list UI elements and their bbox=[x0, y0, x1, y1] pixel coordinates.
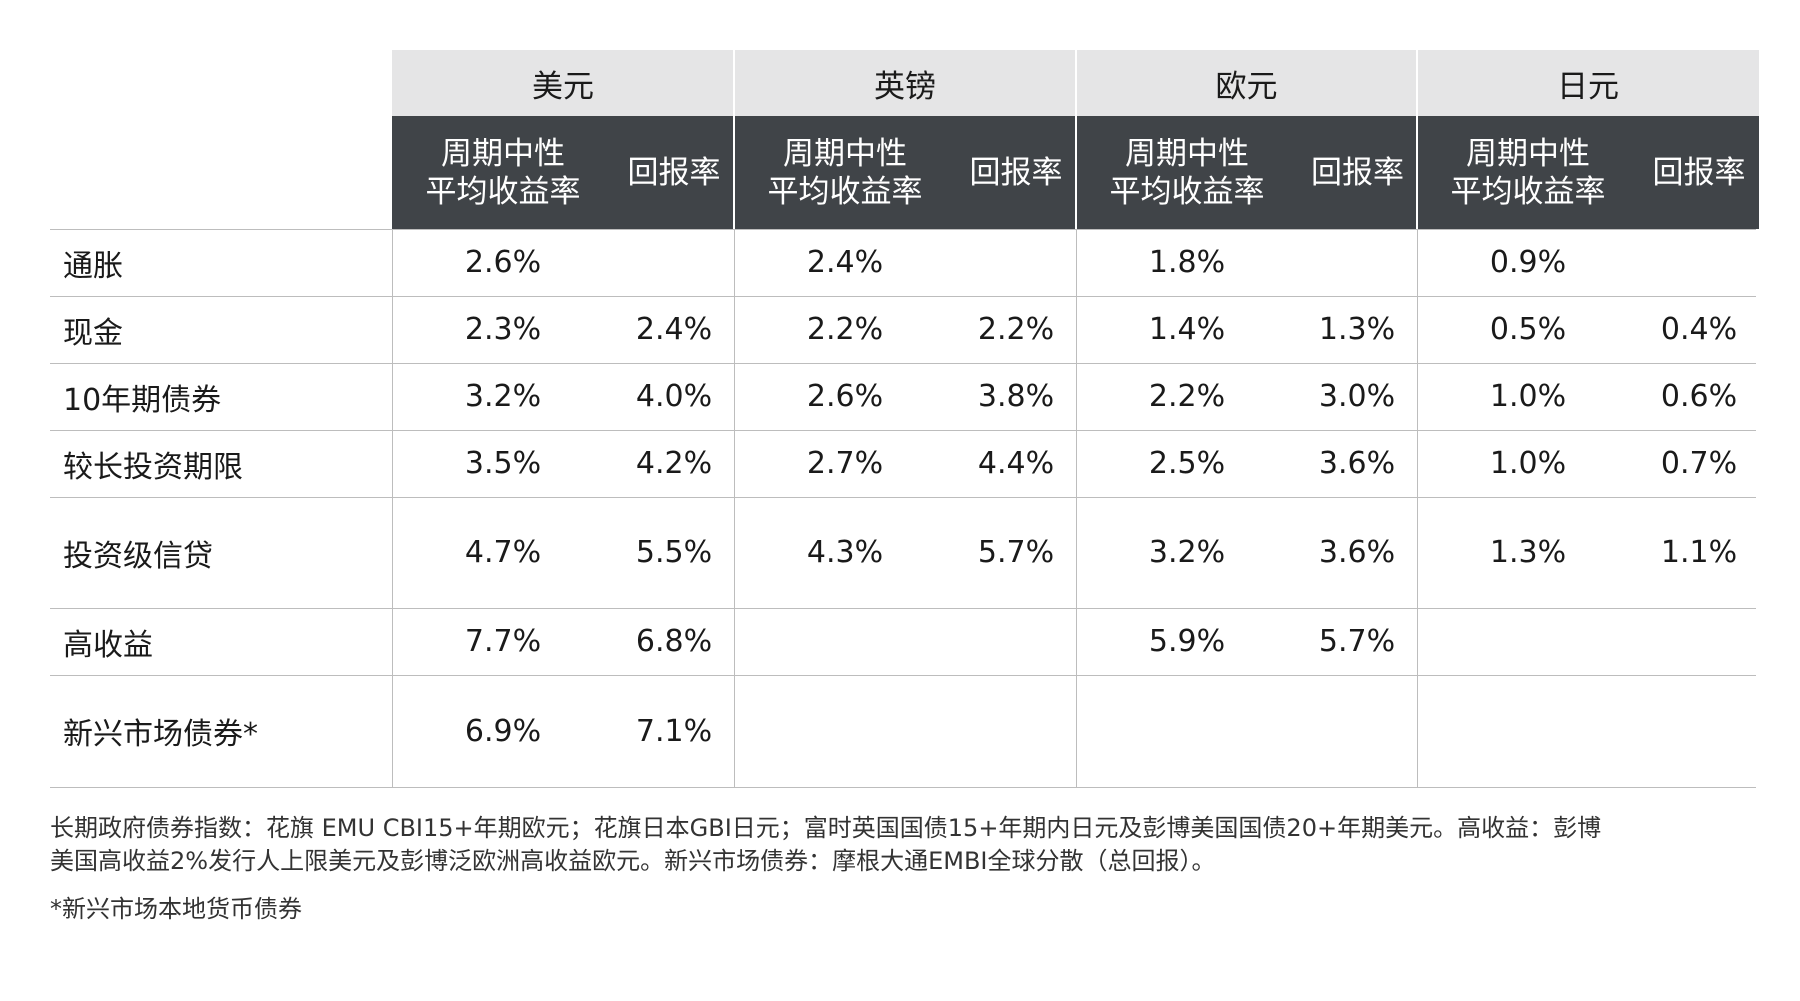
header-divider bbox=[1075, 50, 1077, 229]
cell-value: 5.7% bbox=[977, 535, 1055, 570]
row-label-inflation: 通胀 bbox=[63, 248, 123, 284]
cell-value: 7.7% bbox=[464, 624, 542, 659]
cell-value bbox=[775, 608, 915, 675]
cell-value bbox=[1458, 675, 1598, 787]
cell-value: 2.2% bbox=[1148, 379, 1226, 414]
cell-value: 0.4% bbox=[1660, 312, 1738, 347]
cell-value: 3.0% bbox=[1318, 379, 1396, 414]
cell-value: 0.9% bbox=[1489, 245, 1567, 280]
currency-header-gbp: 英镑 bbox=[734, 50, 1076, 116]
cell-value: 5.7% bbox=[1318, 624, 1396, 659]
sub-header-avg-yield: 周期中性 平均收益率 bbox=[1450, 136, 1606, 210]
sub-header-return: 回报率 bbox=[1652, 155, 1746, 191]
sub-header-avg-yield: 周期中性 平均收益率 bbox=[425, 136, 581, 210]
source-note-line: 长期政府债券指数：花旗 EMU CBI15+年期欧元；花旗日本GBI日元；富时英… bbox=[50, 814, 1602, 842]
cell-value: 4.7% bbox=[464, 535, 542, 570]
row-divider bbox=[50, 497, 1756, 498]
sub-header-avg-yield: 周期中性 平均收益率 bbox=[1109, 136, 1265, 210]
cell-value: 2.2% bbox=[977, 312, 1055, 347]
sub-header-return: 回报率 bbox=[1311, 155, 1404, 191]
row-divider bbox=[50, 229, 1756, 230]
cell-value: 3.8% bbox=[977, 379, 1055, 414]
cell-value bbox=[1458, 608, 1598, 675]
cell-value bbox=[775, 675, 915, 787]
cell-value: 3.2% bbox=[1148, 535, 1226, 570]
cell-value bbox=[1629, 229, 1769, 296]
cell-value: 6.9% bbox=[464, 713, 542, 749]
cell-value: 5.5% bbox=[635, 535, 713, 570]
sub-header-avg-yield: 周期中性 平均收益率 bbox=[767, 136, 923, 210]
cell-value: 1.0% bbox=[1489, 379, 1567, 414]
column-divider bbox=[392, 229, 393, 787]
cell-value bbox=[1629, 675, 1769, 787]
currency-header-eur: 欧元 bbox=[1076, 50, 1417, 116]
cell-value bbox=[604, 229, 744, 296]
cell-value bbox=[1287, 675, 1427, 787]
cell-value: 1.1% bbox=[1660, 535, 1738, 570]
cell-value bbox=[946, 675, 1086, 787]
row-label-ig-credit: 投资级信贷 bbox=[63, 538, 213, 574]
cell-value: 2.4% bbox=[806, 245, 884, 280]
row-divider bbox=[50, 296, 1756, 297]
cell-value: 1.4% bbox=[1148, 312, 1226, 347]
cell-value: 2.6% bbox=[806, 379, 884, 414]
cell-value: 0.5% bbox=[1489, 312, 1567, 347]
cell-value: 1.3% bbox=[1318, 312, 1396, 347]
column-divider bbox=[734, 229, 735, 787]
column-divider bbox=[1076, 229, 1077, 787]
row-divider bbox=[50, 675, 1756, 676]
header-divider bbox=[1416, 50, 1418, 229]
cell-value: 1.8% bbox=[1148, 245, 1226, 280]
currency-header-usd: 美元 bbox=[392, 50, 734, 116]
cell-value: 0.6% bbox=[1660, 379, 1738, 414]
row-label-10y-bond: 10年期债券 bbox=[63, 382, 222, 418]
cell-value bbox=[1117, 675, 1257, 787]
cell-value: 1.0% bbox=[1489, 446, 1567, 481]
cell-value bbox=[1287, 229, 1427, 296]
cell-value: 3.5% bbox=[464, 446, 542, 481]
cell-value: 1.3% bbox=[1489, 535, 1567, 570]
cell-value: 4.0% bbox=[635, 379, 713, 414]
cell-value: 4.3% bbox=[806, 535, 884, 570]
sub-header-return: 回报率 bbox=[969, 155, 1063, 191]
cell-value: 3.6% bbox=[1318, 446, 1396, 481]
cell-value: 2.2% bbox=[806, 312, 884, 347]
row-divider bbox=[50, 363, 1756, 364]
cell-value: 2.6% bbox=[464, 245, 542, 280]
row-label-high-yield: 高收益 bbox=[63, 627, 153, 663]
column-divider bbox=[1417, 229, 1418, 787]
cell-value bbox=[946, 229, 1086, 296]
row-label-long-duration: 较长投资期限 bbox=[63, 449, 243, 485]
currency-header-jpy: 日元 bbox=[1417, 50, 1759, 116]
cell-value: 3.2% bbox=[464, 379, 542, 414]
cell-value: 5.9% bbox=[1148, 624, 1226, 659]
cell-value: 7.1% bbox=[635, 713, 713, 749]
source-notes: 长期政府债券指数：花旗 EMU CBI15+年期欧元；花旗日本GBI日元；富时英… bbox=[50, 812, 1750, 878]
cell-value: 2.5% bbox=[1148, 446, 1226, 481]
row-label-cash: 现金 bbox=[63, 315, 123, 351]
footnote: *新兴市场本地货币债券 bbox=[50, 895, 302, 923]
row-divider bbox=[50, 608, 1756, 609]
row-divider bbox=[50, 787, 1756, 788]
cell-value: 0.7% bbox=[1660, 446, 1738, 481]
row-divider bbox=[50, 430, 1756, 431]
cell-value: 2.3% bbox=[464, 312, 542, 347]
cell-value bbox=[1629, 608, 1769, 675]
source-note-line: 美国高收益2%发行人上限美元及彭博泛欧洲高收益欧元。新兴市场债券：摩根大通EMB… bbox=[50, 847, 1216, 875]
cell-value: 4.2% bbox=[635, 446, 713, 481]
cell-value: 2.4% bbox=[635, 312, 713, 347]
sub-header-return: 回报率 bbox=[627, 155, 721, 191]
cell-value: 6.8% bbox=[635, 624, 713, 659]
cell-value: 4.4% bbox=[977, 446, 1055, 481]
cell-value: 2.7% bbox=[806, 446, 884, 481]
cell-value: 3.6% bbox=[1318, 535, 1396, 570]
row-label-em-debt: 新兴市场债券* bbox=[63, 717, 258, 752]
cell-value bbox=[946, 608, 1086, 675]
header-divider bbox=[733, 50, 735, 229]
